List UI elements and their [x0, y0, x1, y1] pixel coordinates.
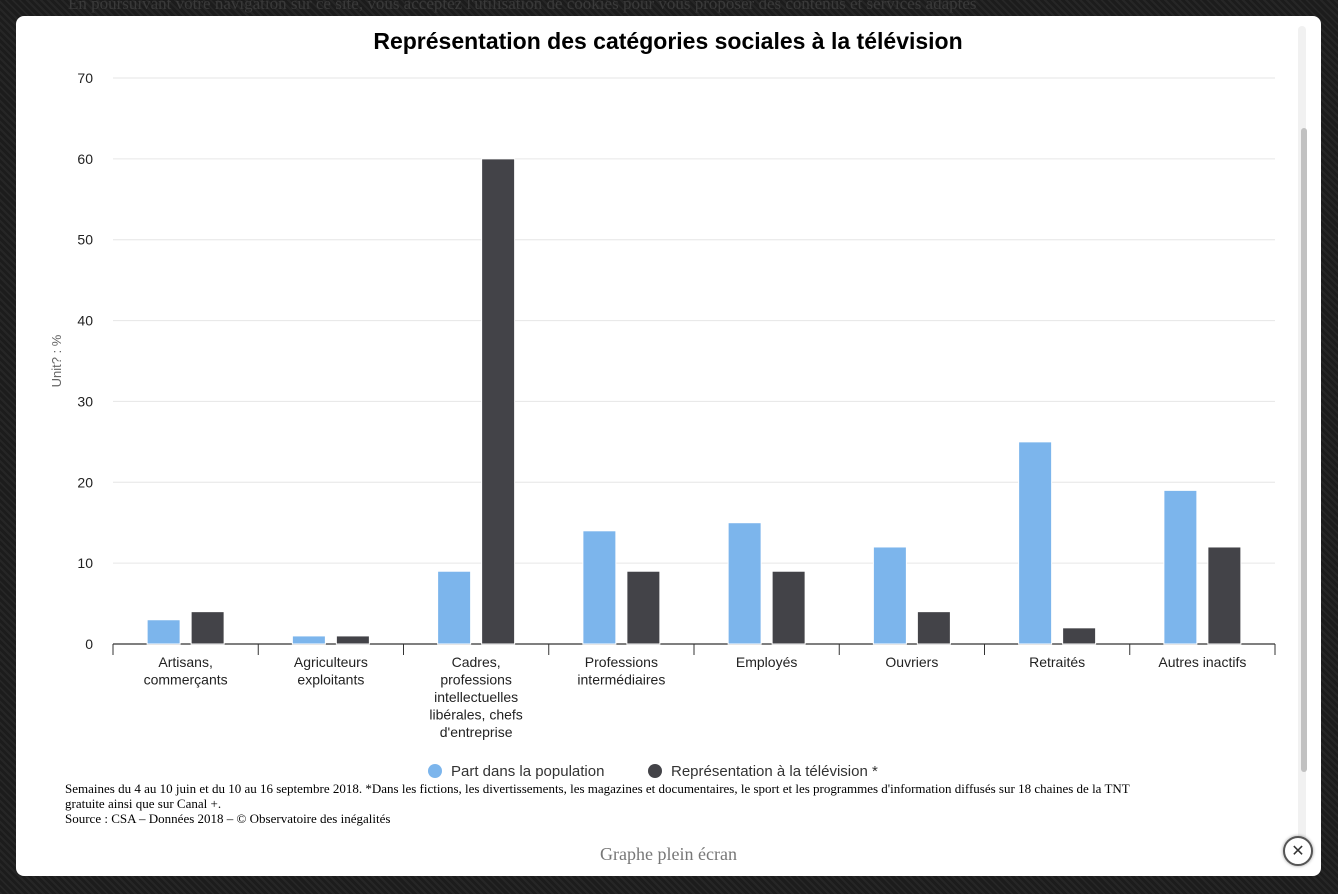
y-tick-label: 30 [77, 393, 93, 409]
bar-population [291, 635, 326, 645]
x-tick-label: Ouvriers [885, 654, 938, 670]
x-tick-label: commerçants [144, 672, 228, 688]
x-tick-label: Retraités [1029, 654, 1085, 670]
x-tick-label: intellectuelles [434, 689, 518, 705]
bar-television [771, 570, 806, 645]
chart-modal: Représentation des catégories sociales à… [16, 16, 1321, 876]
chart: Représentation des catégories sociales à… [49, 28, 1276, 780]
x-tick-label: exploitants [297, 672, 364, 688]
notes-line-1: Semaines du 4 au 10 juin et du 10 au 16 … [65, 781, 1130, 796]
bar-television [335, 635, 370, 645]
legend-item-television: Représentation à la télévision * [671, 763, 878, 780]
x-tick-label: Professions [585, 654, 658, 670]
x-tick-label: Agriculteurs [294, 654, 368, 670]
y-tick-label: 70 [77, 70, 93, 86]
bar-television [481, 158, 516, 645]
x-tick-label: d'entreprise [440, 724, 513, 740]
bar-population [872, 546, 907, 645]
bar-television [916, 611, 951, 645]
notes-source: Source : CSA – Données 2018 – © Observat… [65, 811, 391, 826]
close-icon: ✕ [1291, 841, 1305, 860]
legend-marker [648, 764, 662, 778]
notes-line-2: gratuite ainsi que sur Canal +. [65, 796, 222, 811]
bar-television [190, 611, 225, 645]
x-tick-label: intermédiaires [577, 672, 665, 688]
chart-notes: Semaines du 4 au 10 juin et du 10 au 16 … [65, 781, 1245, 826]
bar-population [582, 530, 617, 645]
background-cookie-text: En poursuivant votre navigation sur ce s… [68, 0, 977, 13]
x-tick-label: libérales, chefs [429, 707, 522, 723]
y-axis-label: Unit? : % [49, 334, 64, 387]
bar-population [727, 522, 762, 645]
bar-television [1207, 546, 1242, 645]
chart-title: Représentation des catégories sociales à… [373, 28, 962, 54]
y-tick-label: 10 [77, 555, 93, 571]
x-tick-label: professions [440, 672, 512, 688]
bar-population [437, 570, 472, 645]
y-tick-label: 20 [77, 474, 93, 490]
bar-population [146, 619, 181, 645]
bar-television [626, 570, 661, 645]
x-tick-label: Autres inactifs [1158, 654, 1246, 670]
y-tick-label: 60 [77, 151, 93, 167]
y-tick-label: 40 [77, 313, 93, 329]
bar-television [1062, 627, 1097, 645]
legend-item-population: Part dans la population [451, 763, 604, 780]
x-tick-label: Cadres, [452, 654, 501, 670]
fullscreen-chart-link[interactable]: Graphe plein écran [600, 844, 737, 864]
legend-marker [428, 764, 442, 778]
x-tick-label: Employés [736, 654, 797, 670]
x-tick-label: Artisans, [158, 654, 212, 670]
bar-population [1018, 441, 1053, 645]
bar-population [1163, 489, 1198, 645]
close-button[interactable]: ✕ [1283, 836, 1313, 866]
y-tick-label: 50 [77, 232, 93, 248]
scrollbar-thumb[interactable] [1301, 128, 1307, 772]
y-tick-label: 0 [85, 636, 93, 652]
